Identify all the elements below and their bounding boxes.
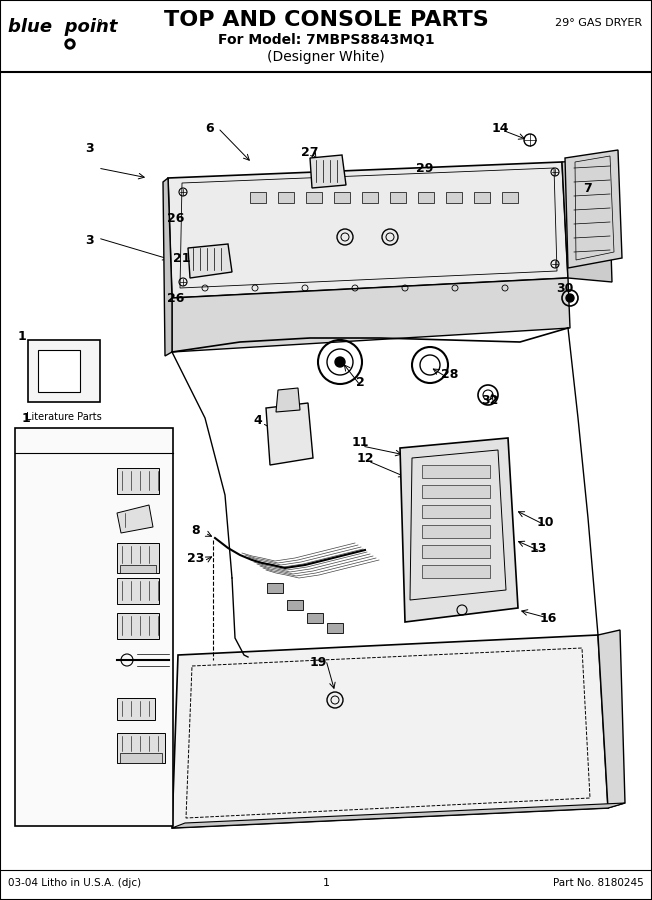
Bar: [422, 525, 490, 538]
Bar: [15, 428, 173, 826]
Polygon shape: [188, 244, 232, 278]
Polygon shape: [276, 388, 300, 412]
Text: 3: 3: [85, 141, 95, 155]
Text: 1: 1: [18, 330, 26, 344]
Bar: [267, 583, 283, 593]
Polygon shape: [172, 803, 625, 828]
Bar: [327, 623, 343, 633]
Bar: [422, 485, 490, 498]
Text: 13: 13: [529, 542, 546, 554]
Text: 03-04 Litho in U.S.A. (djc): 03-04 Litho in U.S.A. (djc): [8, 878, 141, 888]
Bar: [120, 753, 162, 763]
Bar: [474, 192, 490, 203]
Text: WIRING HARNESS PARTS: WIRING HARNESS PARTS: [22, 435, 166, 445]
Bar: [362, 192, 378, 203]
Circle shape: [566, 294, 574, 302]
Bar: [422, 505, 490, 518]
Text: (Designer White): (Designer White): [267, 50, 385, 64]
Text: 32: 32: [481, 393, 499, 407]
Text: 7: 7: [584, 182, 593, 194]
Bar: [250, 192, 266, 203]
Text: TOP AND CONSOLE PARTS: TOP AND CONSOLE PARTS: [164, 10, 488, 30]
Text: 28: 28: [441, 368, 459, 382]
Bar: [117, 543, 159, 573]
Text: 29° GAS DRYER: 29° GAS DRYER: [555, 18, 642, 28]
Polygon shape: [562, 158, 612, 282]
Bar: [422, 545, 490, 558]
Polygon shape: [168, 162, 568, 298]
Text: 25: 25: [28, 580, 50, 595]
Text: 29: 29: [417, 161, 434, 175]
Text: 21: 21: [173, 251, 191, 265]
Polygon shape: [163, 178, 172, 356]
Bar: [334, 192, 350, 203]
Polygon shape: [266, 403, 313, 465]
Circle shape: [335, 357, 345, 367]
Text: 14: 14: [491, 122, 509, 134]
Text: 23: 23: [187, 552, 205, 564]
Text: For Model: 7MBPS8843MQ1: For Model: 7MBPS8843MQ1: [218, 33, 434, 47]
Polygon shape: [172, 278, 570, 352]
Text: 26: 26: [168, 212, 185, 224]
Bar: [117, 733, 165, 763]
Bar: [120, 565, 156, 573]
Bar: [278, 192, 294, 203]
Text: Part No. 8180245: Part No. 8180245: [554, 878, 644, 888]
Bar: [446, 192, 462, 203]
Bar: [117, 468, 159, 494]
Text: 15: 15: [28, 470, 49, 485]
Text: 24: 24: [28, 545, 50, 560]
Polygon shape: [598, 630, 625, 808]
Text: 27: 27: [301, 146, 319, 158]
Bar: [28, 340, 100, 402]
Circle shape: [68, 42, 72, 46]
Polygon shape: [172, 635, 608, 828]
Bar: [422, 465, 490, 478]
Bar: [306, 192, 322, 203]
Bar: [390, 192, 406, 203]
Text: 6: 6: [205, 122, 215, 134]
Text: 9: 9: [28, 735, 38, 750]
Text: 12: 12: [356, 452, 374, 464]
Text: 18: 18: [28, 650, 49, 665]
Text: 30: 30: [556, 282, 574, 294]
Text: 10: 10: [536, 516, 554, 528]
Bar: [502, 192, 518, 203]
Bar: [287, 600, 303, 610]
Text: 16: 16: [539, 611, 557, 625]
Bar: [117, 613, 159, 639]
Text: 3: 3: [85, 233, 95, 247]
Polygon shape: [565, 150, 622, 268]
Text: 4: 4: [254, 413, 262, 427]
Text: 8: 8: [192, 524, 200, 536]
Text: 11: 11: [351, 436, 369, 449]
Bar: [117, 578, 159, 604]
Text: 5: 5: [28, 700, 38, 715]
Bar: [117, 698, 155, 720]
Text: 1: 1: [22, 412, 31, 425]
Text: 2: 2: [355, 375, 364, 389]
Polygon shape: [400, 438, 518, 622]
Text: 31: 31: [28, 615, 49, 630]
Text: 17: 17: [28, 507, 49, 522]
Polygon shape: [117, 505, 153, 533]
Text: Literature Parts: Literature Parts: [26, 412, 102, 422]
Bar: [307, 613, 323, 623]
Text: °: °: [97, 18, 104, 31]
Text: 19: 19: [309, 655, 327, 669]
Text: 1: 1: [323, 878, 329, 888]
Text: blue  point: blue point: [8, 18, 117, 36]
Text: 26: 26: [168, 292, 185, 304]
Bar: [418, 192, 434, 203]
Bar: [38, 350, 80, 392]
Circle shape: [65, 39, 75, 49]
Bar: [422, 565, 490, 578]
Polygon shape: [310, 155, 346, 188]
